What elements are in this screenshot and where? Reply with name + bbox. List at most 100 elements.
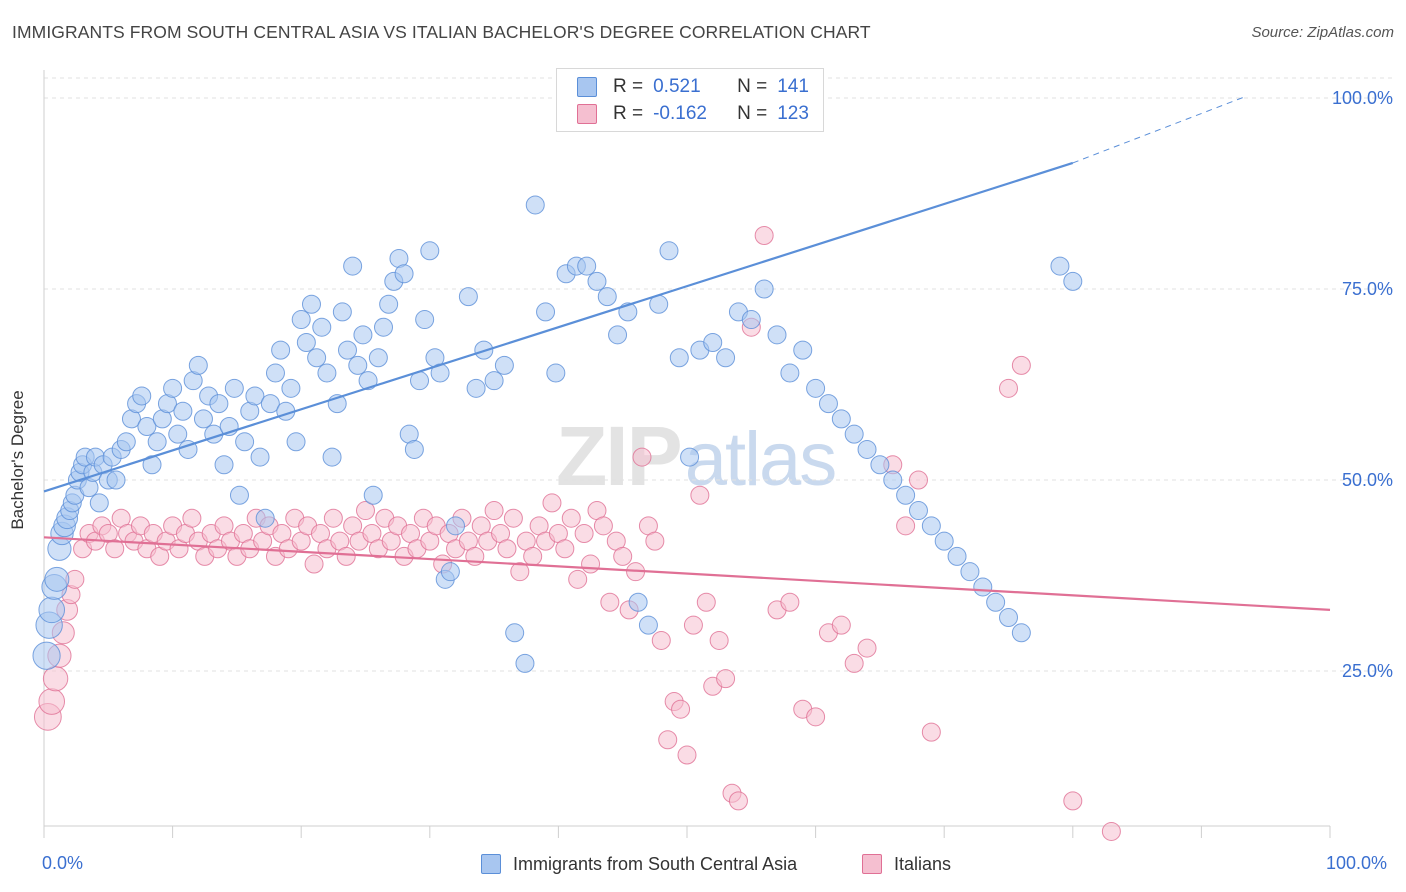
data-point-blue	[669, 348, 689, 368]
data-point-blue	[515, 653, 535, 673]
data-point-blue	[322, 447, 342, 467]
data-point-blue	[229, 485, 249, 505]
data-point-blue	[973, 577, 993, 597]
data-point-pink	[806, 707, 826, 727]
data-point-blue	[484, 371, 504, 391]
x-tick-label-max: 100.0%	[1326, 853, 1388, 873]
data-point-blue	[870, 455, 890, 475]
data-point-pink	[658, 730, 678, 750]
data-point-blue	[286, 432, 306, 452]
y-axis-label: Bachelor's Degree	[8, 390, 27, 530]
data-point-blue	[106, 470, 126, 490]
data-point-blue	[188, 355, 208, 375]
data-point-pink	[613, 546, 633, 566]
data-point-pink	[336, 546, 356, 566]
data-point-blue	[793, 340, 813, 360]
data-point-pink	[323, 508, 343, 528]
legend-swatch-blue	[577, 77, 597, 97]
correlation-legend: R = 0.521 N = 141 R = -0.162 N = 123	[556, 68, 824, 132]
data-point-blue	[440, 562, 460, 582]
y-tick-labels: 25.0% 50.0% 75.0% 100.0%	[1332, 88, 1393, 681]
data-point-blue	[281, 378, 301, 398]
data-point-blue	[934, 531, 954, 551]
data-point-pink	[690, 485, 710, 505]
data-point-pink	[555, 539, 575, 559]
data-point-blue	[132, 386, 152, 406]
y-tick-label: 50.0%	[1342, 470, 1393, 490]
data-point-pink	[523, 546, 543, 566]
data-point-pink	[844, 653, 864, 673]
data-point-blue	[628, 592, 648, 612]
data-point-blue	[312, 317, 332, 337]
data-point-blue	[908, 501, 928, 521]
y-tick-label: 75.0%	[1342, 279, 1393, 299]
bottom-legend-swatch-blue	[481, 854, 501, 874]
data-point-blue	[368, 348, 388, 368]
data-point-pink	[677, 745, 697, 765]
data-point-blue	[353, 325, 373, 345]
data-point-blue	[844, 424, 864, 444]
data-point-pink	[908, 470, 928, 490]
data-point-pink	[38, 688, 66, 715]
data-point-pink	[503, 508, 523, 528]
data-point-pink	[574, 523, 594, 543]
legend-n-label: N =	[737, 103, 768, 124]
data-point-blue	[446, 516, 466, 536]
data-point-blue	[260, 394, 280, 414]
data-point-blue	[536, 302, 556, 322]
watermark: ZIPatlas	[556, 408, 838, 505]
legend-n-value: 141	[777, 76, 809, 97]
data-point-blue	[921, 516, 941, 536]
data-point-blue	[255, 508, 275, 528]
legend-n-value: 123	[777, 103, 809, 124]
x-tick-label-min: 0.0%	[42, 853, 84, 873]
data-point-pink	[896, 516, 916, 536]
data-point-blue	[348, 355, 368, 375]
data-point-blue	[235, 432, 255, 452]
data-point-pink	[728, 791, 748, 811]
data-point-blue	[638, 615, 658, 635]
watermark-atlas: atlas	[684, 417, 838, 502]
data-point-blue	[363, 485, 383, 505]
data-point-blue	[741, 310, 761, 330]
legend-r-label: R =	[613, 103, 644, 124]
data-point-blue	[780, 363, 800, 383]
data-point-blue	[1011, 623, 1031, 643]
bottom-legend-label: Immigrants from South Central Asia	[513, 853, 798, 874]
data-point-blue	[806, 378, 826, 398]
data-point-pink	[581, 554, 601, 574]
data-point-blue	[137, 417, 157, 437]
data-point-blue	[947, 546, 967, 566]
data-point-blue	[214, 455, 234, 475]
data-point-blue	[250, 447, 270, 467]
data-point-blue	[168, 424, 188, 444]
y-tick-label: 25.0%	[1342, 661, 1393, 681]
data-point-blue	[1050, 256, 1070, 276]
data-point-pink	[356, 501, 375, 521]
data-point-blue	[415, 310, 435, 330]
data-point-blue	[147, 432, 167, 452]
watermark-zip: ZIP	[556, 409, 683, 503]
data-point-blue	[896, 485, 916, 505]
data-point-pink	[651, 630, 671, 650]
data-point-blue	[209, 394, 229, 414]
data-point-blue	[173, 401, 193, 421]
data-point-pink	[1011, 355, 1031, 375]
data-point-blue	[597, 287, 617, 307]
data-point-pink	[683, 615, 703, 635]
trend-lines	[43, 96, 1331, 611]
data-point-blue	[193, 409, 213, 429]
data-point-blue	[142, 455, 162, 475]
data-point-pink	[831, 615, 851, 635]
data-point-blue	[831, 409, 851, 429]
data-point-pink	[304, 554, 324, 574]
bottom-legend-swatch-pink	[862, 854, 882, 874]
data-point-blue	[245, 386, 265, 406]
data-point-pink	[999, 378, 1018, 398]
data-point-blue	[32, 641, 61, 670]
data-point-pink	[105, 539, 125, 559]
data-point-pink	[568, 569, 588, 589]
data-point-blue	[546, 363, 566, 383]
legend-r-value: 0.521	[653, 76, 701, 97]
data-point-blue	[494, 355, 514, 375]
